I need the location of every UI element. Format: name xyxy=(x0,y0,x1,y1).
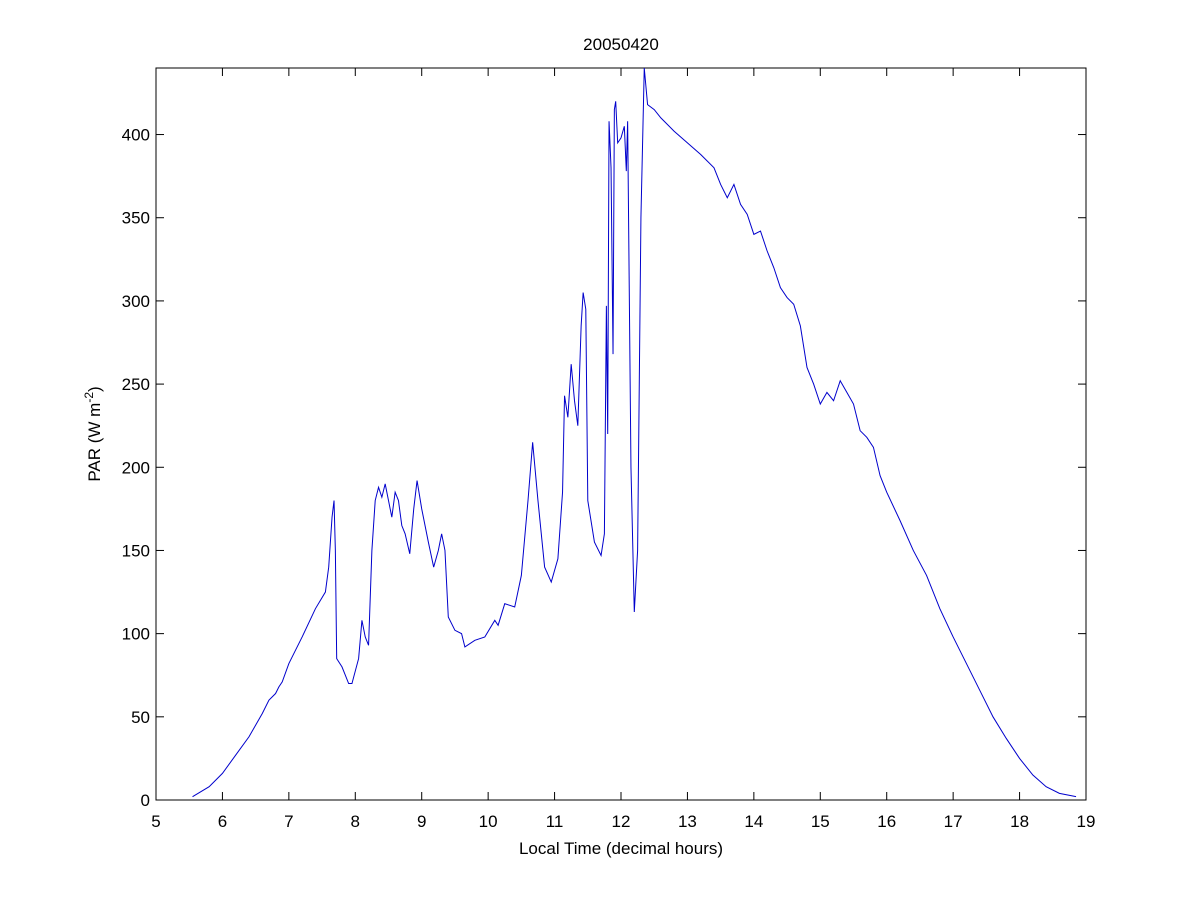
x-tick-label: 11 xyxy=(546,812,564,831)
y-label-text: PAR (W m xyxy=(85,403,104,482)
y-tick-label: 150 xyxy=(122,541,150,560)
chart-title: 20050420 xyxy=(583,35,659,54)
y-tick-label: 100 xyxy=(122,625,150,644)
x-tick-label: 19 xyxy=(1077,812,1096,831)
y-tick-label: 250 xyxy=(122,375,150,394)
y-tick-label: 400 xyxy=(122,126,150,145)
y-tick-label: 350 xyxy=(122,209,150,228)
x-tick-label: 9 xyxy=(417,812,426,831)
x-tick-label: 6 xyxy=(218,812,227,831)
x-tick-label: 14 xyxy=(744,812,763,831)
x-axis-label: Local Time (decimal hours) xyxy=(519,839,723,858)
y-tick-label: 200 xyxy=(122,458,150,477)
x-tick-label: 15 xyxy=(811,812,830,831)
y-label-superscript: -2 xyxy=(82,392,96,403)
x-tick-label: 5 xyxy=(151,812,160,831)
x-tick-label: 17 xyxy=(944,812,963,831)
y-axis-label: PAR (W m-2) xyxy=(82,386,104,481)
x-tick-label: 12 xyxy=(612,812,631,831)
x-tick-label: 8 xyxy=(351,812,360,831)
x-tick-label: 16 xyxy=(877,812,896,831)
x-tick-label: 18 xyxy=(1010,812,1029,831)
plot-frame xyxy=(155,67,1087,801)
x-tick-label: 10 xyxy=(479,812,498,831)
y-tick-label: 0 xyxy=(141,791,150,810)
x-tick-label: 7 xyxy=(284,812,293,831)
y-tick-label: 300 xyxy=(122,292,150,311)
data-line xyxy=(192,67,1077,798)
y-tick-label: 50 xyxy=(131,708,150,727)
y-label-suffix: ) xyxy=(85,386,104,392)
x-tick-label: 13 xyxy=(678,812,697,831)
